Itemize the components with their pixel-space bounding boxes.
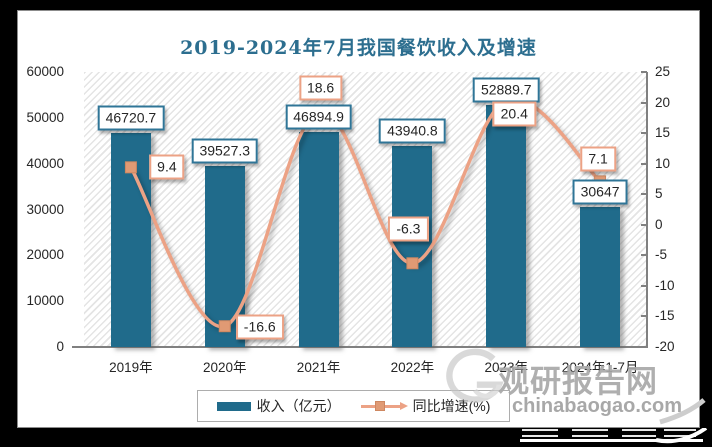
- right-axis-tick-label: -15: [655, 308, 675, 324]
- right-axis-tick: [641, 315, 647, 318]
- cutoff-glyphs-icon: [664, 429, 696, 439]
- swoosh-watermark-lower-icon: [655, 428, 708, 444]
- bar-2024年1-7月: [580, 206, 621, 347]
- growth-line-plot: [124, 94, 607, 333]
- right-axis-tick: [641, 101, 647, 104]
- line-value-label: 9.4: [149, 154, 185, 180]
- left-axis-tick-label: 10000: [26, 293, 64, 309]
- bar-value-label: 30647: [572, 179, 628, 205]
- growth-line: [129, 96, 602, 328]
- x-axis-category-label: 2022年: [390, 360, 435, 375]
- right-axis-tick: [641, 284, 647, 287]
- right-axis-line: [646, 72, 648, 348]
- right-axis-tick: [641, 254, 647, 257]
- bar-2022年: [392, 145, 433, 347]
- right-axis-tick: [641, 71, 647, 73]
- plot-area: [84, 72, 647, 347]
- legend-item-revenue: 收入（亿元）: [216, 396, 341, 416]
- left-axis-tick-label: 60000: [26, 64, 64, 79]
- x-axis-line: [72, 346, 647, 348]
- line-value-label: 18.6: [298, 75, 343, 101]
- x-axis-category-label: 2024年1-7月: [561, 360, 639, 375]
- cutoff-glyphs-icon: [522, 429, 558, 439]
- left-axis-tick-label: 20000: [26, 247, 64, 263]
- left-axis-tick-label: 40000: [26, 155, 64, 171]
- right-axis-tick-label: -5: [655, 247, 668, 263]
- growth-marker: [218, 320, 231, 333]
- legend-label-revenue: 收入（亿元）: [256, 398, 341, 414]
- right-axis-tick-label: 20: [655, 94, 671, 110]
- watermark-brand: 观研报告网: [498, 364, 658, 399]
- right-axis-tick-label: -20: [655, 339, 675, 354]
- line-value-label: -6.3: [388, 216, 429, 242]
- left-axis-tick-label: 50000: [26, 109, 64, 125]
- bottom-cutoff-strip: [0, 428, 712, 447]
- line-value-label: 20.4: [492, 101, 536, 127]
- bar-value-label: 39527.3: [191, 138, 259, 164]
- right-axis-tick-label: 25: [655, 64, 671, 79]
- growth-line-swatch-icon: [360, 400, 408, 412]
- bar-value-label: 46720.7: [97, 105, 165, 131]
- chart-title: 2019-2024年7月我国餐饮收入及增速: [180, 37, 537, 59]
- line-value-label: 7.1: [580, 146, 616, 172]
- right-axis-tick: [641, 223, 647, 226]
- left-axis-tick-label: 30000: [26, 201, 64, 217]
- watermark-domain: chinabaogao.com: [512, 395, 683, 417]
- revenue-bar-swatch-icon: [216, 401, 251, 411]
- x-axis-category-label: 2019年: [109, 360, 153, 375]
- right-axis-tick: [641, 346, 647, 348]
- right-axis-tick: [641, 162, 647, 165]
- right-axis-tick-label: 10: [655, 155, 671, 171]
- x-axis-category-label: 2020年: [202, 360, 247, 375]
- x-axis-category-label: 2023年: [484, 360, 529, 375]
- left-axis-tick-label: 0: [56, 339, 64, 354]
- right-axis-tick-label: 5: [655, 186, 663, 202]
- right-axis-tick: [641, 132, 647, 135]
- line-value-label: -16.6: [235, 314, 284, 340]
- right-axis-tick-label: 0: [655, 216, 663, 232]
- legend: 收入（亿元） 同比增速(%): [197, 390, 510, 422]
- bar-value-label: 46894.9: [285, 104, 352, 130]
- growth-marker: [124, 161, 137, 174]
- g-swirl-logo-icon: [446, 348, 504, 403]
- right-axis-tick: [641, 193, 647, 196]
- growth-marker: [406, 257, 419, 270]
- right-axis-tick-label: 15: [655, 125, 671, 141]
- bar-2021年: [298, 132, 339, 347]
- bar-2023年: [486, 104, 527, 347]
- right-axis-tick-label: -10: [655, 277, 675, 293]
- cutoff-glyphs-icon: [572, 429, 608, 439]
- cutoff-underline: [520, 439, 703, 442]
- x-axis-category-label: 2021年: [296, 360, 341, 375]
- swoosh-watermark-upper-icon: [659, 398, 706, 425]
- bar-value-label: 43940.8: [379, 118, 446, 144]
- cutoff-glyphs-icon: [622, 429, 656, 439]
- bar-value-label: 52889.7: [472, 77, 540, 103]
